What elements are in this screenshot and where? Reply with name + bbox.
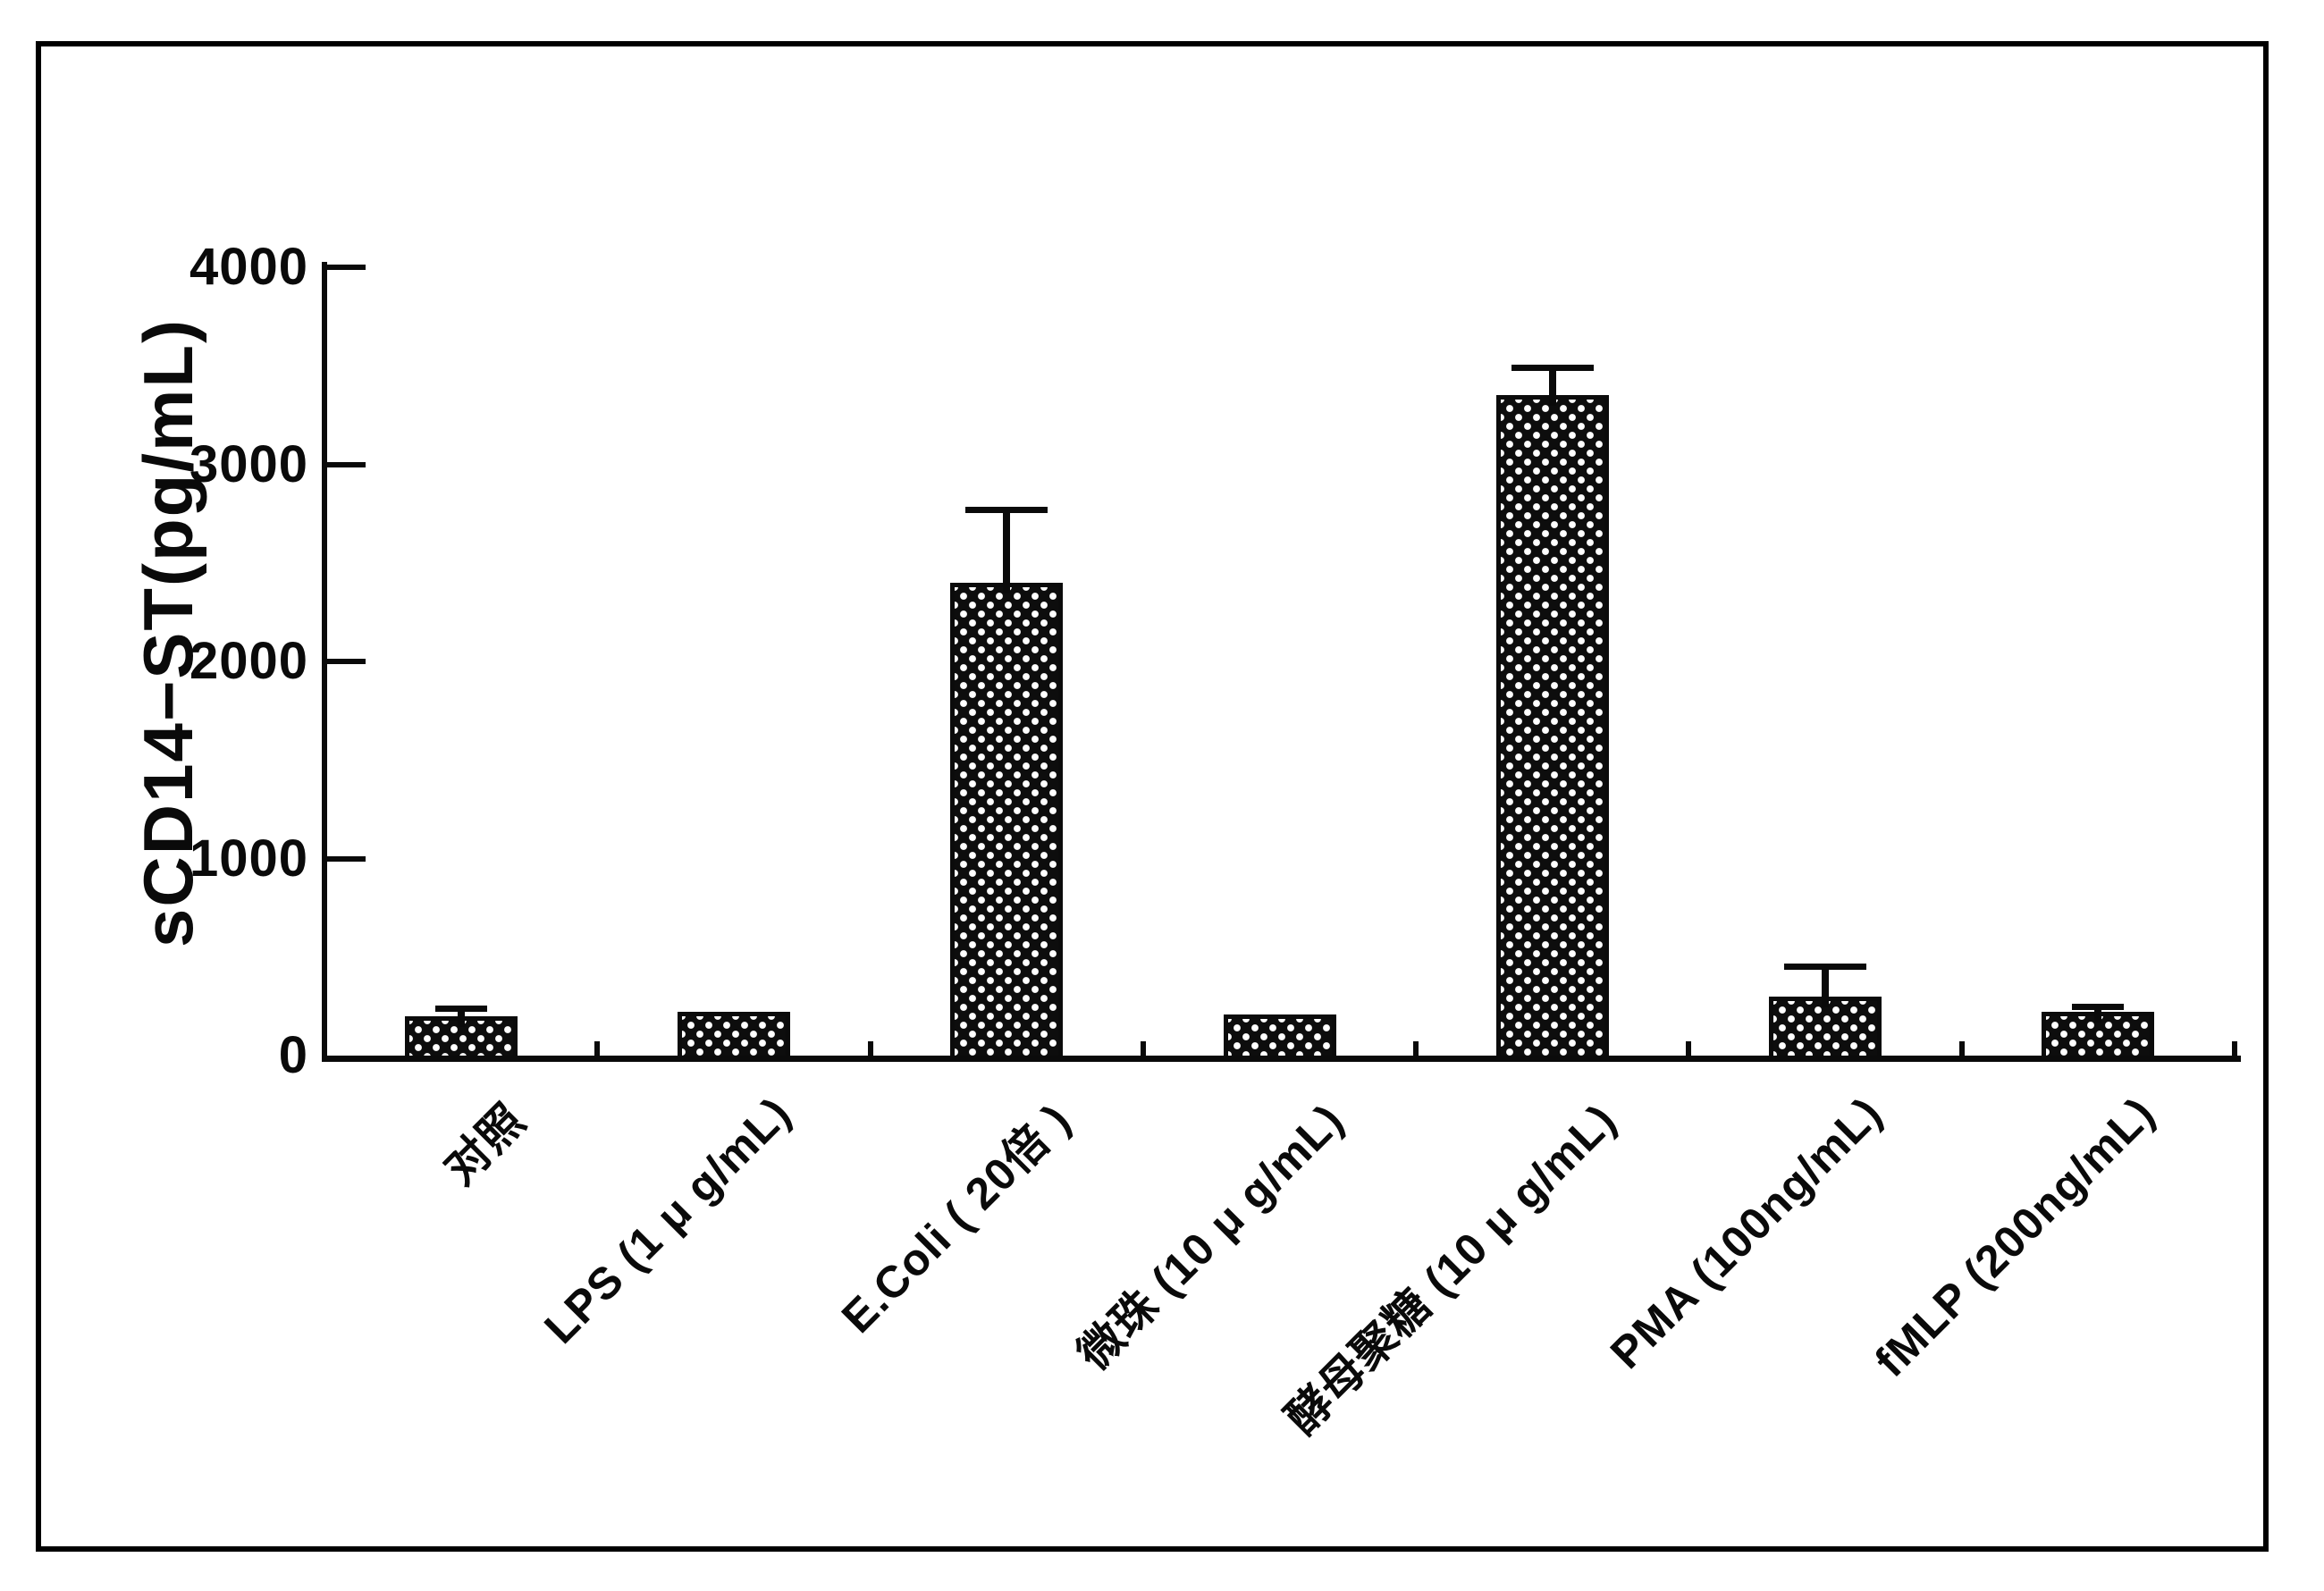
x-category-label: E.Coli ( 20倍 ) [831,1094,1081,1343]
x-tick-mark [1413,1041,1419,1056]
y-tick-mark [324,659,366,664]
y-tick-mark [324,855,366,862]
y-tick-mark [324,265,366,270]
x-category-label: LPS (1 μ g/mL) [535,1087,801,1353]
y-tick-label: 2000 [189,632,308,690]
y-tick-label: 3000 [189,434,308,493]
x-tick-mark [2232,1041,2237,1056]
bar [1769,996,1882,1060]
x-category-label: 微珠 (10 μ g/mL) [1067,1094,1353,1380]
x-category-label: fMLP (200ng/mL) [1865,1087,2165,1387]
bar [677,1012,790,1060]
figure-border [36,41,2269,1552]
x-tick-mark [1958,1041,1965,1056]
x-tick-mark [1686,1041,1692,1056]
x-category-label: PMA (100ng/mL) [1601,1087,1892,1378]
error-bar-cap [434,1006,487,1013]
y-tick-label: 4000 [189,238,308,296]
y-tick-label: 1000 [189,829,308,888]
error-bar-stem [1548,367,1556,407]
error-bar-cap [1784,963,1867,970]
error-bar-cap [1511,365,1594,372]
x-tick-mark [1140,1041,1146,1056]
error-bar-cap [2072,1003,2125,1010]
error-bar-cap [965,507,1048,514]
bar [1495,395,1609,1060]
x-tick-mark [594,1041,601,1056]
bar [950,582,1064,1060]
error-bar-stem [457,1008,465,1027]
y-tick-label: 0 [278,1026,308,1084]
bar [1223,1014,1336,1060]
error-bar-stem [1822,965,1830,1007]
error-bar-stem [2094,1006,2102,1023]
x-tick-mark [867,1041,873,1056]
error-bar-stem [1003,509,1011,593]
y-tick-mark [324,461,366,467]
x-category-label: 对照 [434,1094,535,1195]
